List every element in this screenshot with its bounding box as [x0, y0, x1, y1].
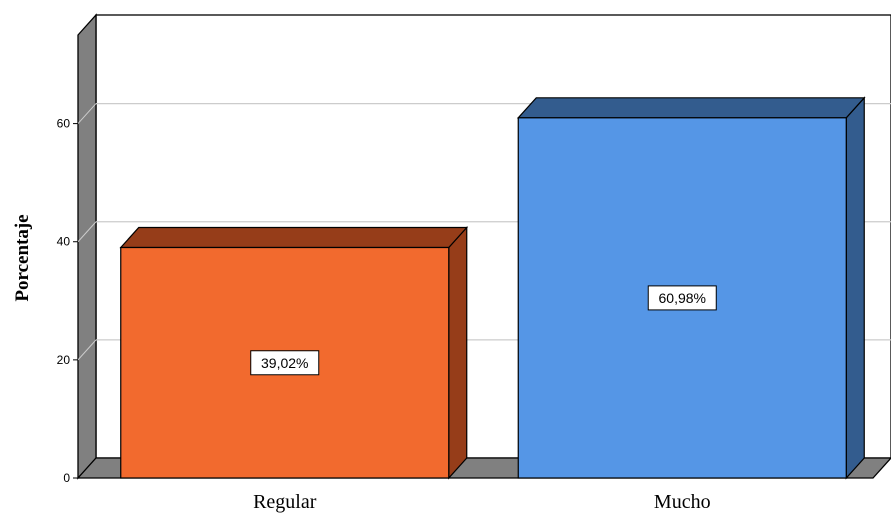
y-tick-label: 0 — [63, 471, 70, 485]
data-label-box — [250, 350, 320, 376]
bars — [119, 96, 866, 480]
category-labels: Regular Mucho — [253, 491, 710, 513]
y-tick-label: 60 — [57, 117, 71, 131]
category-label: Regular — [253, 491, 317, 513]
bar-side-regular — [448, 225, 468, 480]
bar-side-mucho — [845, 96, 865, 480]
gridline-side — [77, 339, 97, 361]
y-axis-title: Porcentaje — [12, 214, 33, 301]
bar-top-mucho — [516, 97, 866, 119]
data-label-box — [647, 285, 717, 311]
gridline-side — [77, 103, 97, 124]
category-label: Mucho — [654, 491, 711, 513]
data-labels: 39,02% 60,98% — [250, 285, 717, 376]
bar-top-regular — [119, 226, 469, 249]
data-label: 39,02% — [261, 355, 308, 371]
gridline-side — [77, 221, 97, 243]
data-label: 60,98% — [659, 290, 706, 306]
y-tick-label: 20 — [57, 353, 71, 367]
left-wall — [77, 13, 97, 480]
y-axis-ticks: 0 20 40 60 — [57, 117, 78, 485]
y-tick-label: 40 — [57, 235, 71, 249]
